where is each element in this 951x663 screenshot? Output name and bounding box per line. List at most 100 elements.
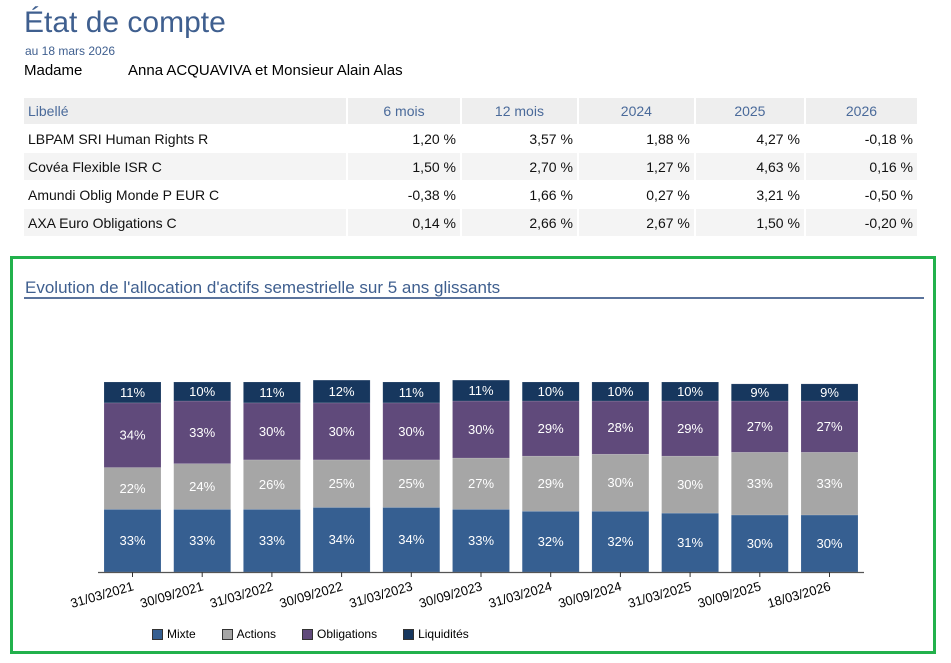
data-label: 30% — [677, 477, 703, 492]
bar-segment-obligations — [661, 400, 719, 457]
bar-segment-mixte — [731, 514, 789, 573]
legend-item-actions: Actions — [221, 627, 276, 641]
cell-value: -0,38 % — [407, 186, 456, 203]
legend-swatch — [152, 628, 163, 640]
bar-segment-liquidits — [173, 381, 231, 402]
bar-segment-liquidits — [243, 381, 301, 404]
x-tick-label: 31/03/2024 — [487, 578, 554, 610]
data-label: 30% — [468, 422, 494, 437]
x-tick-label: 31/03/2023 — [347, 578, 414, 610]
data-label: 27% — [468, 476, 494, 491]
bar-segment-liquidits — [800, 383, 859, 402]
cell-value: 1,88 % — [646, 130, 690, 147]
legend-item-obligations: Obligations — [302, 627, 377, 641]
bar-segment-mixte — [452, 509, 510, 573]
bar-segment-obligations — [382, 402, 441, 461]
legend-swatch — [302, 628, 314, 640]
bar-segment-actions — [661, 455, 719, 514]
column-header: Libellé — [24, 98, 347, 124]
bar-segment-mixte — [173, 509, 231, 573]
legend-label: Obligations — [317, 627, 378, 641]
bar-segment-liquidits — [661, 381, 719, 402]
bar-segment-obligations — [800, 400, 859, 453]
data-label: 34% — [119, 428, 145, 443]
bar-segment-liquidits — [521, 381, 580, 402]
bar-segment-obligations — [452, 400, 510, 459]
cell-value: 3,21 % — [756, 186, 800, 203]
data-label: 11% — [120, 385, 145, 400]
bar-segment-obligations — [731, 400, 789, 453]
bar-segment-mixte — [661, 512, 719, 573]
client-civility: Madame — [24, 62, 83, 79]
data-label: 33% — [747, 476, 773, 491]
column-header: 2024 — [578, 98, 694, 124]
table-row: LBPAM SRI Human Rights R 1,20 % 3,57 % 1… — [24, 125, 917, 152]
x-tick-label: 31/03/2025 — [626, 578, 693, 610]
data-label: 34% — [398, 532, 424, 547]
data-label: 31% — [677, 535, 703, 550]
column-header: 2025 — [695, 98, 804, 124]
bar-segment-obligations — [312, 402, 371, 461]
bar-segment-mixte — [312, 507, 371, 573]
column-header: 2026 — [805, 98, 917, 124]
bar-segment-mixte — [800, 514, 859, 573]
chart-legend: Mixte Actions Obligations Liquidités — [152, 627, 495, 641]
fund-name: Amundi Oblig Monde P EUR C — [28, 186, 220, 203]
bar-segment-liquidits — [591, 381, 650, 402]
bar-segment-actions — [103, 467, 162, 510]
bar-segment-actions — [521, 455, 580, 512]
data-label: 29% — [538, 421, 564, 436]
bar-segment-obligations — [521, 400, 580, 457]
legend-item-liquidites: Liquidités — [403, 627, 469, 641]
data-label: 30% — [747, 536, 773, 551]
cell-value: 3,57 % — [529, 130, 573, 147]
data-label: 33% — [189, 533, 215, 548]
data-label: 30% — [329, 424, 355, 439]
table-row: Amundi Oblig Monde P EUR C -0,38 % 1,66 … — [24, 181, 917, 208]
bar-segment-actions — [591, 453, 650, 512]
performance-table: Libellé 6 mois 12 mois 2024 2025 2026 LB… — [22, 97, 919, 237]
x-tick-label: 31/03/2022 — [208, 578, 275, 610]
x-tick-label: 31/03/2021 — [69, 578, 136, 610]
bar-segment-actions — [173, 463, 231, 510]
bar-segment-liquidits — [731, 383, 789, 402]
cell-value: 0,27 % — [646, 186, 690, 203]
data-label: 9% — [820, 385, 839, 400]
legend-swatch — [403, 628, 415, 640]
x-tick-label: 30/09/2022 — [278, 578, 345, 610]
x-tick-label: 30/09/2021 — [138, 578, 205, 610]
data-label: 12% — [329, 384, 355, 399]
fund-name: AXA Euro Obligations C — [24, 209, 347, 236]
data-label: 33% — [189, 425, 215, 440]
cell-value: 1,50 % — [695, 209, 804, 236]
legend-item-mixte: Mixte — [152, 627, 196, 641]
allocation-chart: 33% 22% 34% 11% 33% 24% 33% 10% 33% 26% 30% 11% 34% 2… — [69, 379, 864, 611]
cell-value: 4,63 % — [695, 153, 804, 180]
cell-value: 2,70 % — [461, 153, 577, 180]
legend-label: Mixte — [167, 627, 196, 641]
data-label: 26% — [259, 477, 285, 492]
bar-segment-actions — [243, 459, 301, 510]
client-name: Anna ACQUAVIVA et Monsieur Alain Alas — [128, 62, 403, 79]
data-label: 34% — [329, 532, 355, 547]
table-header-row: Libellé 6 mois 12 mois 2024 2025 2026 — [24, 98, 917, 124]
bar-segment-mixte — [591, 510, 650, 573]
bar-segment-actions — [452, 457, 510, 510]
data-label: 30% — [816, 536, 842, 551]
cell-value: 1,27 % — [578, 153, 694, 180]
bar-segment-liquidits — [452, 379, 510, 402]
x-tick-label: 30/09/2024 — [557, 578, 624, 610]
data-label: 28% — [607, 420, 633, 435]
data-label: 30% — [398, 424, 424, 439]
data-label: 33% — [259, 533, 285, 548]
statement-date: au 18 mars 2026 — [25, 44, 116, 58]
data-label: 24% — [189, 479, 215, 494]
data-label: 25% — [398, 476, 424, 491]
data-label: 9% — [750, 385, 769, 400]
legend-label: Liquidités — [418, 627, 469, 641]
bar-segment-liquidits — [312, 379, 371, 404]
data-label: 33% — [119, 533, 145, 548]
data-label: 29% — [538, 476, 564, 491]
cell-value: -0,50 % — [864, 186, 913, 203]
column-header: 6 mois — [348, 98, 460, 124]
